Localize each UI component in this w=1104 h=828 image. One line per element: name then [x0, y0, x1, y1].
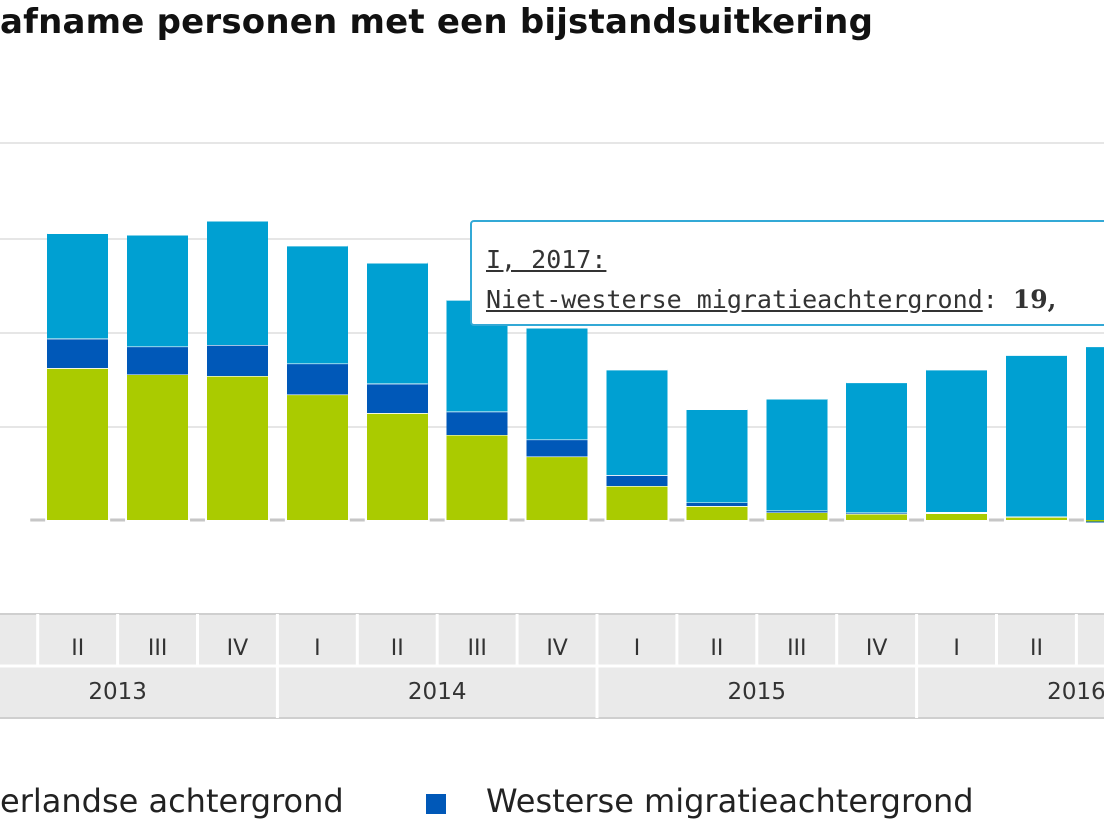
tick-label-7: IV [546, 636, 568, 661]
bar-2-4 [286, 245, 348, 364]
legend-label-nederlands: erlandse achtergrond [0, 782, 344, 820]
bar-1-14 [1085, 521, 1104, 523]
bar-0-4 [286, 394, 348, 520]
bar-1-1 [47, 338, 109, 368]
bar-1-2 [127, 346, 189, 375]
bar-1-6 [446, 411, 508, 435]
bar-0-7 [526, 456, 588, 520]
bar-1-9 [686, 502, 748, 506]
tooltip-value: 19, [1012, 285, 1057, 314]
bar-2-11 [846, 382, 908, 513]
tick-label-6: III [467, 636, 486, 661]
tick-label-9: II [710, 636, 723, 661]
bar-0-2 [127, 374, 189, 520]
year-label-1: 2014 [408, 679, 467, 705]
bar-0-8 [606, 485, 668, 520]
bar-0-11 [846, 513, 908, 520]
bar-0-13 [1006, 516, 1067, 520]
bar-2-5 [366, 262, 428, 384]
tick-label-0: I [0, 636, 1, 661]
tooltip: I, 2017: Niet-westerse migratieachtergro… [470, 220, 1104, 326]
bar-0-14 [1085, 520, 1104, 522]
bar-1-4 [286, 363, 348, 395]
tick-label-12: I [953, 636, 960, 661]
year-label-2: 2015 [728, 679, 787, 705]
bar-1-7 [526, 439, 588, 457]
bar-2-13 [1006, 355, 1067, 517]
year-label-3: 2016 [1047, 679, 1104, 705]
tooltip-series-name: Niet-westerse migratieachtergrond [486, 285, 983, 314]
legend-swatch-westers [426, 794, 446, 814]
x-axis: IIIIIIIVIIIIIIIVIIIIIIIVIIIIIIIV20132014… [0, 613, 1104, 719]
bar-2-1 [47, 233, 109, 339]
bar-0-5 [366, 413, 428, 521]
bar-2-9 [686, 409, 748, 503]
bar-1-5 [366, 383, 428, 413]
tick-label-3: IV [227, 636, 249, 661]
bar-2-2 [127, 234, 189, 347]
bar-0-12 [926, 513, 988, 520]
bar-2-3 [206, 220, 268, 345]
bar-2-7 [526, 327, 588, 440]
tick-label-8: I [634, 636, 641, 661]
legend-item-nederlands[interactable]: erlandse achtergrond [0, 782, 344, 820]
tooltip-title: I, 2017: [486, 245, 607, 274]
bar-1-8 [606, 475, 668, 486]
bar-2-14 [1085, 346, 1104, 520]
year-label-0: 2013 [88, 679, 147, 705]
tick-label-10: III [787, 636, 806, 661]
bar-2-8 [606, 369, 668, 475]
bar-2-12 [926, 369, 988, 513]
stacked-bar-chart: IIIIIIIVIIIIIIIVIIIIIIIVIIIIIIIV20132014… [0, 142, 1104, 719]
chart-title: afname personen met een bijstandsuitkeri… [0, 2, 874, 42]
tick-label-13: II [1030, 636, 1043, 661]
tooltip-separator: : [982, 285, 998, 314]
bar-1-10 [766, 510, 828, 513]
bar-0-1 [47, 368, 109, 520]
tick-label-4: I [314, 636, 321, 661]
tick-label-1: II [71, 636, 84, 661]
legend: erlandse achtergrond Westerse migratieac… [0, 778, 1104, 828]
bar-0-3 [206, 375, 268, 521]
bar-2-10 [766, 398, 828, 511]
legend-label-westers: Westerse migratieachtergrond [486, 782, 974, 820]
bar-0-10 [766, 512, 828, 521]
bars [30, 220, 1104, 523]
legend-item-westers[interactable]: Westerse migratieachtergrond [486, 782, 974, 820]
tick-label-11: IV [866, 636, 888, 661]
tick-label-5: II [391, 636, 404, 661]
bar-1-3 [206, 344, 268, 376]
bar-0-6 [446, 434, 508, 521]
tick-label-2: III [148, 636, 167, 661]
bar-0-9 [686, 506, 748, 521]
